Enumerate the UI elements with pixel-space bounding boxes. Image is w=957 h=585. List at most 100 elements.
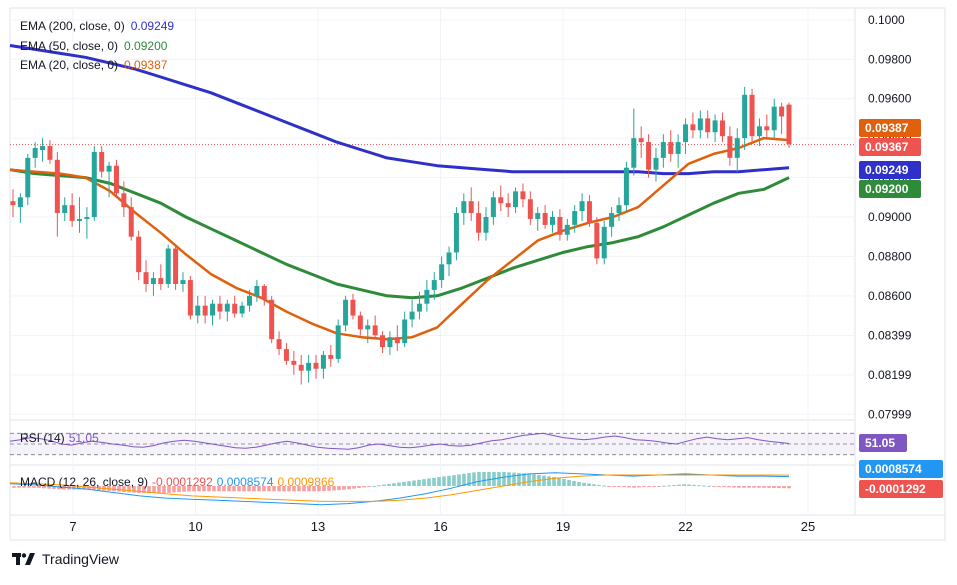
price-tag xyxy=(859,180,921,198)
macd-histogram-bar xyxy=(252,486,256,492)
candle-body xyxy=(631,138,637,168)
legend-ema200-name: EMA (200, close, 0) xyxy=(20,19,125,33)
macd-histogram-bar xyxy=(702,485,706,487)
candle-body xyxy=(150,278,156,284)
candle-body xyxy=(542,213,548,225)
candle-body xyxy=(483,216,489,233)
macd-histogram-bar xyxy=(622,486,626,488)
candle-body xyxy=(468,201,474,214)
macd-histogram-bar xyxy=(742,486,746,488)
candle-body xyxy=(283,349,289,361)
macd-histogram-bar xyxy=(522,473,526,486)
candle-body xyxy=(113,165,119,194)
macd-histogram-bar xyxy=(302,486,306,492)
candle-body xyxy=(25,157,31,198)
candle-body xyxy=(328,354,334,359)
candle-body xyxy=(173,248,179,284)
macd-histogram-bar xyxy=(592,484,596,486)
candle-body xyxy=(586,201,592,223)
rsi-pane xyxy=(9,432,855,456)
legend-ema20-name: EMA (20, close, 0) xyxy=(20,58,119,72)
macd-label-macd: 0.0008574 xyxy=(216,475,274,489)
rsi-label[interactable]: RSI (14) 51.05 xyxy=(20,431,99,445)
candle-body xyxy=(47,146,53,160)
candle-body xyxy=(668,142,674,154)
legend-ema50-value: 0.09200 xyxy=(124,39,168,53)
candle-body xyxy=(136,236,142,273)
candle-body xyxy=(54,159,60,214)
x-tick-label: 25 xyxy=(801,519,815,534)
macd-histogram-bar xyxy=(87,486,91,490)
ema-lines xyxy=(9,44,790,341)
legend-ema50-name: EMA (50, close, 0) xyxy=(20,39,119,53)
candle-body xyxy=(217,303,223,312)
macd-histogram-bar xyxy=(727,486,731,488)
macd-histogram-bar xyxy=(737,486,741,488)
macd-histogram-bar xyxy=(552,477,556,486)
legend-ema20[interactable]: EMA (20, close, 0) 0.09387 xyxy=(20,58,167,72)
macd-histogram-bar xyxy=(672,484,676,486)
candle-body xyxy=(742,94,748,139)
candle-body xyxy=(653,157,659,170)
candle-body xyxy=(705,118,711,133)
candle-body xyxy=(697,118,703,131)
legend-ema200[interactable]: EMA (200, close, 0) 0.09249 xyxy=(20,19,174,33)
candle-body xyxy=(557,216,563,235)
candle-body xyxy=(91,151,97,217)
macd-histogram-bar xyxy=(202,486,206,492)
macd-histogram-bar xyxy=(722,486,726,487)
macd-histogram-bar xyxy=(447,475,451,486)
macd-histogram-bar xyxy=(502,471,506,486)
tradingview-logo[interactable]: TradingView xyxy=(12,551,119,567)
y-tick-label: 0.08600 xyxy=(868,289,912,303)
candle-body xyxy=(77,218,83,221)
candle-body xyxy=(180,280,186,284)
legend-ema50[interactable]: EMA (50, close, 0) 0.09200 xyxy=(20,39,167,53)
macd-label-signal: 0.0009866 xyxy=(277,475,335,489)
macd-histogram-bar xyxy=(717,486,721,487)
y-tick-label: 0.08399 xyxy=(868,328,912,342)
candle-body xyxy=(675,142,681,154)
macd-histogram-bar xyxy=(17,486,21,488)
price-tag-label: 0.09249 xyxy=(865,163,909,177)
macd-histogram-bar xyxy=(682,484,686,486)
macd-histogram-bar xyxy=(482,471,486,486)
macd-histogram-bar xyxy=(282,486,286,492)
macd-histogram-bar xyxy=(687,484,691,486)
macd-histogram-bar xyxy=(142,486,146,494)
y-tick-label: 0.09000 xyxy=(868,210,912,224)
price-tag-label: 0.09387 xyxy=(865,121,909,135)
macd-histogram-bar xyxy=(417,479,421,486)
candle-body xyxy=(224,303,230,312)
macd-histogram-bar xyxy=(542,475,546,486)
macd-histogram-bar xyxy=(207,486,211,492)
candle-body xyxy=(357,315,363,330)
macd-label-histogram: -0.0001292 xyxy=(152,475,213,489)
candle-body xyxy=(128,207,134,237)
x-tick-label: 22 xyxy=(678,519,692,534)
macd-histogram-bar xyxy=(257,486,261,492)
macd-histogram-bar xyxy=(562,478,566,486)
time-axis: 7 10 13 16 19 22 25 xyxy=(69,519,815,534)
candle-body xyxy=(306,362,312,371)
brand-name: TradingView xyxy=(42,551,120,567)
macd-histogram-bar xyxy=(652,486,656,487)
macd-histogram-bar xyxy=(517,472,521,486)
macd-histogram-bar xyxy=(117,486,121,492)
candle-body xyxy=(431,280,437,290)
macd-histogram-bar xyxy=(337,486,341,491)
candle-body xyxy=(476,213,482,233)
macd-histogram-bar xyxy=(567,479,571,486)
ema20-line xyxy=(9,136,790,341)
macd-histogram-bar xyxy=(272,486,276,492)
candle-body xyxy=(409,311,415,320)
rsi-label-name: RSI (14) xyxy=(20,431,65,445)
macd-histogram-bar xyxy=(642,486,646,488)
macd-histogram-bar xyxy=(57,486,61,490)
candle-body xyxy=(335,325,341,359)
candle-body xyxy=(380,335,386,348)
macd-histogram-bar xyxy=(352,486,356,489)
macd-label-name: MACD (12, 26, close, 9) xyxy=(20,475,149,489)
candle-body xyxy=(313,362,319,369)
macd-label[interactable]: MACD (12, 26, close, 9) -0.0001292 0.00085… xyxy=(20,475,334,489)
